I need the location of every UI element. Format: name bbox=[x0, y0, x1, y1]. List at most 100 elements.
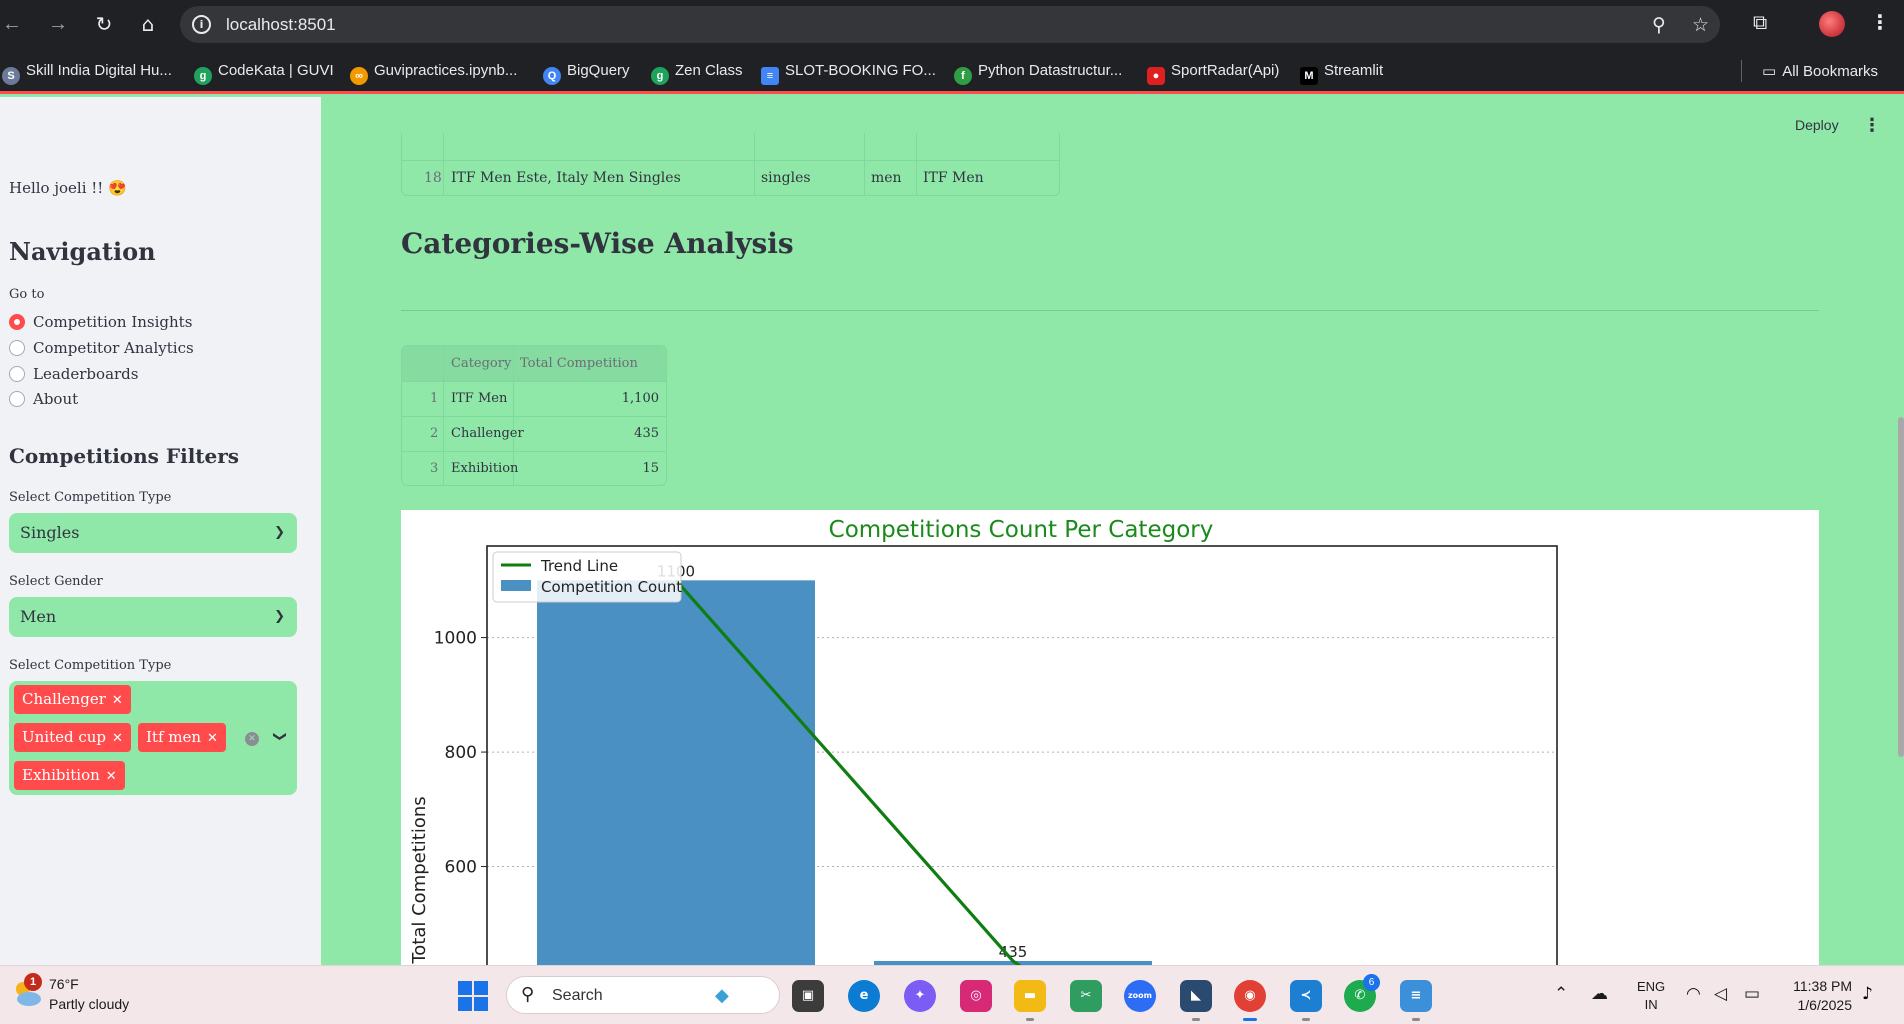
taskbar: 1 76°F Partly cloudy ⚲ Search ◆ ▣ e ✦ ◎ … bbox=[0, 965, 1904, 1024]
forward-icon[interactable]: → bbox=[48, 13, 68, 35]
deploy-button[interactable]: Deploy bbox=[1795, 117, 1839, 133]
nav-option-competitor-analytics[interactable]: Competitor Analytics bbox=[9, 337, 194, 359]
wifi-icon[interactable]: ◠ bbox=[1686, 984, 1701, 1004]
tag-challenger[interactable]: Challenger ✕ bbox=[14, 685, 131, 714]
sidebar: Hello joeli !! 😍 Navigation Go to Compet… bbox=[0, 97, 321, 965]
remove-tag-icon[interactable]: ✕ bbox=[105, 769, 117, 784]
taskbar-search[interactable]: ⚲ Search ◆ bbox=[506, 976, 780, 1014]
chrome-menu-icon[interactable]: ⋮ bbox=[1870, 10, 1890, 34]
row-divider bbox=[402, 451, 666, 452]
type-cell[interactable]: singles bbox=[761, 170, 811, 186]
radio-icon[interactable] bbox=[9, 391, 25, 407]
copilot-icon[interactable]: ✦ bbox=[904, 980, 936, 1012]
tag-exhibition[interactable]: Exhibition ✕ bbox=[14, 761, 125, 790]
extensions-icon[interactable]: ⧉ bbox=[1753, 10, 1768, 34]
remove-tag-icon[interactable]: ✕ bbox=[207, 731, 218, 746]
bookmark-star-icon[interactable]: ☆ bbox=[1692, 14, 1710, 36]
competition-type-select[interactable]: Singles ❯ bbox=[9, 513, 297, 553]
total-cell[interactable]: 435 bbox=[634, 426, 659, 441]
tag-united-cup[interactable]: United cup ✕ bbox=[14, 723, 131, 752]
chart-title: Competitions Count Per Category bbox=[829, 517, 1214, 543]
y-axis-label: Total Competitions bbox=[409, 796, 430, 964]
notifications-icon[interactable]: ♪ bbox=[1862, 984, 1873, 1004]
chevron-down-icon[interactable]: ❯ bbox=[272, 731, 288, 742]
gender-cell[interactable]: men bbox=[871, 170, 902, 186]
clear-all-icon[interactable]: ✕ bbox=[245, 732, 259, 746]
bookmark-bigquery[interactable]: Q BigQuery bbox=[543, 60, 630, 85]
home-icon[interactable]: ⌂ bbox=[141, 12, 155, 36]
vscode-icon[interactable]: ≺ bbox=[1290, 980, 1322, 1012]
language-indicator[interactable]: ENG IN bbox=[1637, 979, 1666, 1012]
instagram-icon[interactable]: ◎ bbox=[960, 980, 992, 1012]
running-indicator bbox=[1192, 1018, 1200, 1021]
chevron-down-icon[interactable]: ❯ bbox=[274, 525, 285, 540]
site-info-icon[interactable]: i bbox=[192, 15, 211, 34]
category-cell[interactable]: ITF Men bbox=[451, 391, 508, 406]
bookmark-zen-class[interactable]: g Zen Class bbox=[651, 60, 743, 85]
category-cell[interactable]: Exhibition bbox=[451, 461, 519, 476]
url-text[interactable]: localhost:8501 bbox=[226, 15, 336, 34]
chevron-down-icon[interactable]: ❯ bbox=[274, 609, 285, 624]
system-clock[interactable]: 11:38 PM 1/6/2025 bbox=[1793, 978, 1852, 1013]
edge-icon[interactable]: e bbox=[848, 980, 880, 1012]
bookmark-codekata[interactable]: g CodeKata | GUVI bbox=[194, 60, 334, 85]
competition-name-cell[interactable]: ITF Men Este, Italy Men Singles bbox=[451, 170, 681, 186]
category-cell[interactable]: ITF Men bbox=[923, 170, 984, 186]
plot-frame bbox=[486, 545, 1558, 965]
profile-avatar[interactable] bbox=[1819, 11, 1845, 37]
bookmark-skill-india[interactable]: S Skill India Digital Hu... bbox=[2, 60, 172, 85]
nav-option-competition-insights[interactable]: Competition Insights bbox=[9, 311, 192, 333]
show-hidden-icons[interactable]: ⌃ bbox=[1554, 984, 1569, 1004]
file-explorer-icon[interactable]: ▬ bbox=[1014, 980, 1046, 1012]
task-view-icon[interactable]: ▣ bbox=[792, 980, 824, 1012]
temperature[interactable]: 76°F bbox=[49, 976, 79, 992]
bookmark-slot-booking[interactable]: ≡ SLOT-BOOKING FO... bbox=[761, 60, 936, 85]
y-tick-label: 1000 bbox=[434, 629, 477, 649]
row-index: 1 bbox=[430, 391, 439, 406]
bookmark-streamlit[interactable]: M Streamlit bbox=[1300, 60, 1383, 85]
bookmarks-divider bbox=[1741, 60, 1742, 82]
total-cell[interactable]: 15 bbox=[642, 461, 659, 476]
bookmark-sportradar[interactable]: ● SportRadar(Api) bbox=[1147, 60, 1279, 85]
scrollbar[interactable] bbox=[1898, 417, 1904, 757]
bookmark-python-datastructures[interactable]: f Python Datastructur... bbox=[954, 60, 1122, 85]
chrome-icon[interactable]: ◉ bbox=[1234, 980, 1266, 1012]
whatsapp-badge: 6 bbox=[1363, 974, 1380, 991]
onedrive-icon[interactable]: ☁ bbox=[1591, 984, 1608, 1004]
volume-icon[interactable]: ◁ bbox=[1714, 984, 1728, 1004]
nav-option-about[interactable]: About bbox=[9, 388, 78, 410]
total-cell[interactable]: 1,100 bbox=[621, 391, 659, 406]
gender-select[interactable]: Men ❯ bbox=[9, 597, 297, 637]
column-header-category[interactable]: Category bbox=[451, 356, 512, 371]
column-divider bbox=[916, 133, 917, 196]
nav-option-leaderboards[interactable]: Leaderboards bbox=[9, 363, 138, 385]
remove-tag-icon[interactable]: ✕ bbox=[112, 731, 123, 746]
trend-line bbox=[674, 579, 1022, 965]
zoom-icon[interactable]: ⚲ bbox=[1652, 14, 1666, 36]
tag-itf-men[interactable]: Itf men ✕ bbox=[138, 723, 226, 752]
windows-start-icon[interactable] bbox=[458, 981, 488, 1011]
weather-summary[interactable]: Partly cloudy bbox=[49, 996, 130, 1012]
radio-icon[interactable] bbox=[9, 366, 25, 382]
competition-type-multiselect[interactable]: Challenger ✕ United cup ✕ Itf men ✕ Exhibit… bbox=[9, 681, 297, 795]
active-indicator bbox=[1243, 1018, 1257, 1021]
all-bookmarks-folder[interactable]: ▭ All Bookmarks bbox=[1762, 62, 1879, 80]
mysql-workbench-icon[interactable]: ◣ bbox=[1180, 980, 1212, 1012]
notepad-icon[interactable]: ≡ bbox=[1400, 980, 1432, 1012]
section-title: Categories-Wise Analysis bbox=[401, 227, 794, 260]
remove-tag-icon[interactable]: ✕ bbox=[111, 693, 123, 708]
app-menu-icon[interactable]: ⋮ bbox=[1863, 115, 1881, 136]
category-cell[interactable]: Challenger bbox=[451, 426, 524, 441]
column-header-total[interactable]: Total Competition bbox=[520, 356, 638, 371]
zoom-app-icon[interactable]: zoom bbox=[1124, 980, 1156, 1012]
sportradar-icon: ● bbox=[1147, 67, 1165, 85]
reload-icon[interactable]: ↻ bbox=[95, 12, 113, 36]
battery-icon[interactable]: ▭ bbox=[1744, 984, 1761, 1004]
back-icon[interactable]: ← bbox=[2, 13, 22, 35]
radio-selected-icon[interactable] bbox=[9, 314, 25, 330]
address-bar[interactable]: i localhost:8501 ⚲ ☆ bbox=[180, 6, 1720, 43]
weather-badge: 1 bbox=[24, 973, 42, 991]
snipping-tool-icon[interactable]: ✂ bbox=[1070, 980, 1102, 1012]
radio-icon[interactable] bbox=[9, 340, 25, 356]
bookmark-guvipractices[interactable]: ∞ Guvipractices.ipynb... bbox=[350, 60, 517, 85]
